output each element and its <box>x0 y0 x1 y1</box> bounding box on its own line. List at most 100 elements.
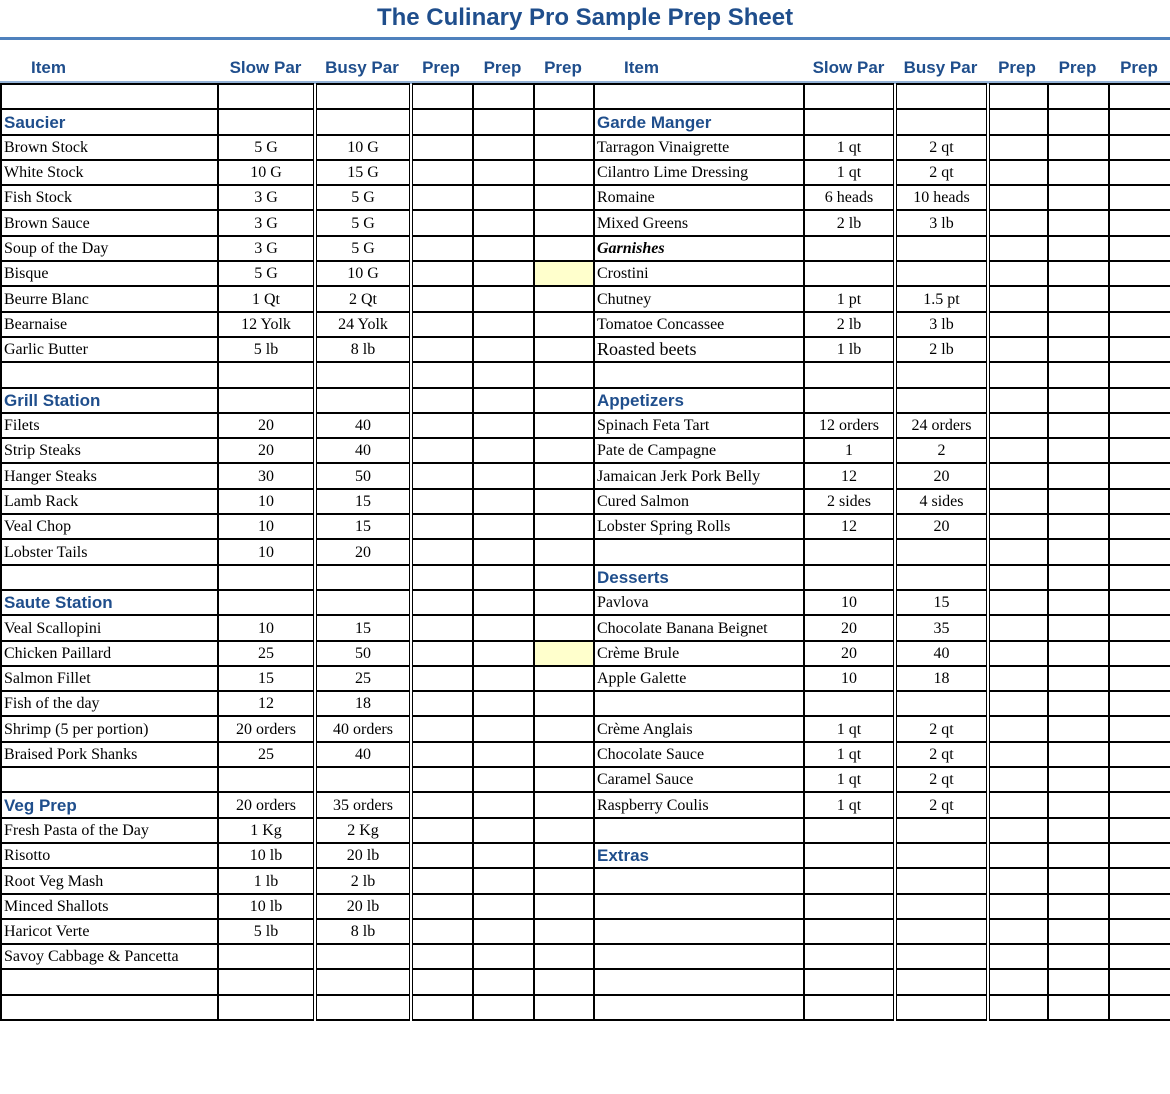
prep-cell-1-right[interactable] <box>987 108 1049 136</box>
prep-cell-1-left[interactable] <box>410 639 474 667</box>
prep-cell-2-right[interactable] <box>1047 513 1110 541</box>
busy-par-cell-left[interactable]: 15 <box>313 513 413 541</box>
prep-cell-2-left[interactable] <box>472 361 535 389</box>
item-cell-left[interactable]: Veal Chop <box>0 513 219 541</box>
prep-cell-2-right[interactable] <box>1047 614 1110 642</box>
busy-par-cell-left[interactable]: 40 <box>313 437 413 465</box>
prep-cell-3-right[interactable] <box>1108 639 1170 667</box>
slow-par-cell-right[interactable] <box>803 82 896 111</box>
prep-cell-1-right[interactable] <box>987 462 1049 490</box>
prep-cell-2-left[interactable] <box>472 158 535 187</box>
slow-par-cell-left[interactable] <box>217 766 316 794</box>
slow-par-cell-left[interactable]: 20 orders <box>217 791 316 819</box>
prep-cell-2-right[interactable] <box>1047 335 1110 364</box>
slow-par-cell-left[interactable] <box>217 386 316 414</box>
prep-cell-2-right[interactable] <box>1047 563 1110 591</box>
prep-cell-2-right[interactable] <box>1047 133 1110 161</box>
prep-cell-1-right[interactable] <box>987 740 1049 769</box>
slow-par-cell-left[interactable] <box>217 943 316 971</box>
busy-par-cell-left[interactable]: 20 lb <box>313 892 413 920</box>
busy-par-cell-left[interactable]: 20 lb <box>313 841 413 870</box>
slow-par-cell-right[interactable] <box>803 968 896 996</box>
prep-cell-3-left[interactable] <box>533 234 595 263</box>
section-heading-left[interactable]: Saute Station <box>0 588 219 617</box>
slow-par-cell-left[interactable] <box>217 82 316 111</box>
prep-cell-1-left[interactable] <box>410 310 474 338</box>
item-cell-right[interactable] <box>593 993 805 1021</box>
slow-par-cell-right[interactable] <box>803 538 896 566</box>
item-cell-right[interactable]: Chutney <box>593 285 805 313</box>
prep-cell-3-left[interactable] <box>533 841 595 870</box>
prep-cell-1-left[interactable] <box>410 943 474 971</box>
busy-par-cell-right[interactable]: 2 <box>893 437 990 465</box>
prep-cell-3-right[interactable] <box>1108 361 1170 389</box>
slow-par-cell-left[interactable]: 1 Kg <box>217 816 316 844</box>
prep-cell-2-right[interactable] <box>1047 462 1110 490</box>
busy-par-cell-right[interactable] <box>893 690 990 718</box>
prep-cell-2-left[interactable] <box>472 664 535 693</box>
busy-par-cell-right[interactable] <box>893 816 990 844</box>
prep-cell-3-right[interactable] <box>1108 133 1170 161</box>
prep-cell-3-left[interactable] <box>533 715 595 743</box>
prep-cell-3-right[interactable] <box>1108 766 1170 794</box>
prep-cell-3-left[interactable] <box>533 361 595 389</box>
item-cell-left[interactable]: Savoy Cabbage & Pancetta <box>0 943 219 971</box>
item-cell-left[interactable]: Lamb Rack <box>0 487 219 516</box>
prep-cell-2-left[interactable] <box>472 133 535 161</box>
prep-cell-3-left[interactable] <box>533 917 595 946</box>
prep-cell-1-right[interactable] <box>987 614 1049 642</box>
item-cell-left[interactable]: Minced Shallots <box>0 892 219 920</box>
prep-cell-1-right[interactable] <box>987 310 1049 338</box>
busy-par-cell-left[interactable]: 5 G <box>313 234 413 263</box>
busy-par-cell-left[interactable]: 50 <box>313 462 413 490</box>
busy-par-cell-right[interactable]: 2 qt <box>893 791 990 819</box>
prep-cell-2-right[interactable] <box>1047 310 1110 338</box>
item-cell-left[interactable]: Lobster Tails <box>0 538 219 566</box>
prep-cell-1-right[interactable] <box>987 917 1049 946</box>
prep-cell-2-right[interactable] <box>1047 487 1110 516</box>
prep-cell-3-left[interactable] <box>533 664 595 693</box>
item-cell-left[interactable]: Soup of the Day <box>0 234 219 263</box>
slow-par-cell-right[interactable] <box>803 690 896 718</box>
slow-par-cell-left[interactable]: 5 lb <box>217 335 316 364</box>
prep-cell-1-right[interactable] <box>987 867 1049 895</box>
busy-par-cell-right[interactable]: 3 lb <box>893 209 990 237</box>
prep-cell-1-left[interactable] <box>410 867 474 895</box>
prep-cell-3-right[interactable] <box>1108 310 1170 338</box>
prep-cell-3-left[interactable] <box>533 766 595 794</box>
prep-cell-1-left[interactable] <box>410 968 474 996</box>
slow-par-cell-right[interactable]: 10 <box>803 664 896 693</box>
prep-cell-2-right[interactable] <box>1047 158 1110 187</box>
busy-par-cell-left[interactable] <box>313 766 413 794</box>
slow-par-cell-left[interactable]: 10 <box>217 538 316 566</box>
section-heading-right[interactable]: Desserts <box>593 563 805 591</box>
item-cell-left[interactable]: Strip Steaks <box>0 437 219 465</box>
item-cell-left[interactable]: Risotto <box>0 841 219 870</box>
prep-cell-2-left[interactable] <box>472 538 535 566</box>
prep-cell-1-left[interactable] <box>410 158 474 187</box>
slow-par-cell-left[interactable]: 3 G <box>217 209 316 237</box>
slow-par-cell-left[interactable] <box>217 563 316 591</box>
prep-cell-3-right[interactable] <box>1108 892 1170 920</box>
item-cell-right[interactable] <box>593 82 805 111</box>
prep-cell-1-right[interactable] <box>987 386 1049 414</box>
busy-par-cell-right[interactable] <box>893 968 990 996</box>
item-cell-right[interactable]: Cured Salmon <box>593 487 805 516</box>
prep-cell-2-right[interactable] <box>1047 740 1110 769</box>
prep-cell-1-right[interactable] <box>987 158 1049 187</box>
prep-cell-1-left[interactable] <box>410 437 474 465</box>
slow-par-cell-left[interactable]: 20 <box>217 437 316 465</box>
slow-par-cell-right[interactable]: 1 qt <box>803 766 896 794</box>
prep-cell-3-right[interactable] <box>1108 690 1170 718</box>
slow-par-cell-right[interactable]: 20 <box>803 639 896 667</box>
busy-par-cell-right[interactable]: 2 qt <box>893 766 990 794</box>
prep-cell-3-left[interactable] <box>533 943 595 971</box>
prep-cell-3-right[interactable] <box>1108 285 1170 313</box>
prep-cell-3-left[interactable] <box>533 892 595 920</box>
prep-cell-2-right[interactable] <box>1047 260 1110 288</box>
slow-par-cell-right[interactable]: 1 qt <box>803 158 896 187</box>
busy-par-cell-right[interactable]: 2 qt <box>893 133 990 161</box>
prep-cell-1-right[interactable] <box>987 260 1049 288</box>
prep-cell-3-right[interactable] <box>1108 108 1170 136</box>
prep-cell-2-left[interactable] <box>472 690 535 718</box>
